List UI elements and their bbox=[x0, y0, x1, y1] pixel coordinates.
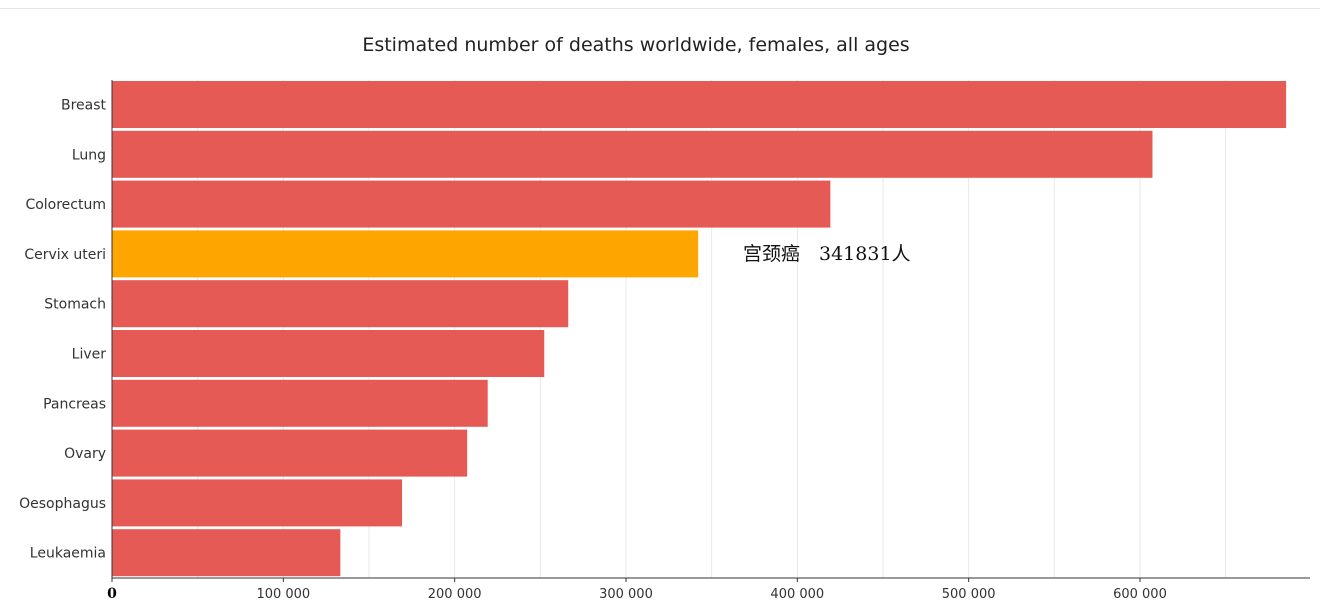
x-tick-label: 600 000 bbox=[1113, 587, 1167, 602]
x-tick-label: 400 000 bbox=[770, 587, 824, 602]
x-tick-label: 0 bbox=[107, 586, 117, 602]
highlight-annotation: 宫颈癌 341831人 bbox=[743, 243, 911, 265]
bar-cervix-uteri bbox=[112, 230, 699, 278]
bar-pancreas bbox=[112, 379, 488, 427]
x-tick-label: 500 000 bbox=[942, 587, 996, 602]
category-label: Liver bbox=[72, 347, 107, 363]
category-label: Pancreas bbox=[43, 396, 106, 412]
top-divider bbox=[0, 8, 1320, 9]
bar-leukaemia bbox=[112, 529, 341, 577]
bar-breast bbox=[112, 81, 1287, 128]
x-tick-label: 200 000 bbox=[428, 587, 482, 602]
bar-stomach bbox=[112, 280, 569, 328]
bar-liver bbox=[112, 330, 545, 377]
category-label: Oesophagus bbox=[19, 496, 106, 512]
bar-colorectum bbox=[112, 180, 831, 228]
category-label: Stomach bbox=[44, 297, 106, 313]
category-label: Cervix uteri bbox=[24, 247, 106, 263]
category-label: Leukaemia bbox=[30, 546, 106, 562]
x-tick-label: 300 000 bbox=[599, 587, 653, 602]
bar-ovary bbox=[112, 429, 468, 477]
category-label: Breast bbox=[61, 98, 107, 114]
chart-title: Estimated number of deaths worldwide, fe… bbox=[362, 34, 910, 56]
bar-oesophagus bbox=[112, 479, 403, 527]
category-label: Lung bbox=[72, 147, 106, 163]
bar-lung bbox=[112, 130, 1153, 178]
category-label: Colorectum bbox=[25, 197, 106, 213]
category-label: Ovary bbox=[64, 446, 106, 462]
x-tick-label: 100 000 bbox=[256, 587, 310, 602]
